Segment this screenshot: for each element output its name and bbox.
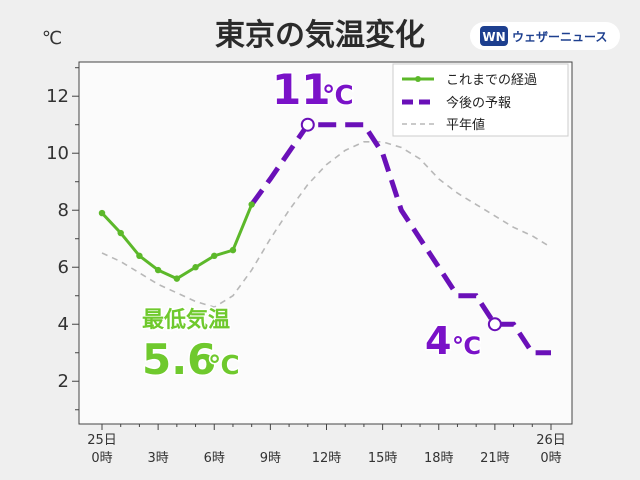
- end-unit: ℃: [452, 332, 481, 360]
- x-tick-label: 15時: [368, 451, 398, 466]
- brand-mark-icon: [480, 26, 508, 46]
- y-tick-label: 10: [46, 143, 69, 164]
- legend-marker-observed: [415, 76, 421, 82]
- x-tick-label: 9時: [260, 451, 281, 466]
- x-tick-label-day: 25日: [87, 433, 117, 448]
- x-tick-label: 6時: [204, 451, 225, 466]
- min-label: 最低気温: [142, 307, 230, 333]
- x-tick-label: 3時: [147, 451, 168, 466]
- min-unit: ℃: [208, 351, 239, 381]
- x-tick-label: 21時: [480, 451, 510, 466]
- series-line-forecast: [249, 122, 551, 356]
- observed-point: [98, 209, 106, 217]
- series-line-normal: [101, 141, 552, 309]
- observed-point: [192, 264, 199, 271]
- legend: これまでの経過 今後の予報 平年値: [392, 63, 569, 137]
- y-tick-label: 2: [58, 371, 69, 392]
- max-value: 11: [272, 65, 330, 114]
- max-unit: ℃: [322, 81, 353, 111]
- brand-name: ウェザーニュース: [512, 30, 607, 44]
- x-axis: 25日 0時 3時 6時 9時 12時 15時 18時 21時 26日 0時: [87, 424, 566, 466]
- y-axis: 2 4 6 8 10 12: [46, 67, 79, 411]
- y-tick-label: 6: [58, 257, 69, 278]
- y-unit-label: ℃: [42, 28, 62, 49]
- x-tick-label: 0時: [540, 451, 561, 466]
- legend-label-normal: 平年値: [446, 117, 485, 133]
- y-tick-label: 4: [58, 314, 69, 335]
- forecast-marker: [300, 117, 315, 132]
- min-value: 5.6: [142, 335, 216, 384]
- y-tick-label: 8: [58, 200, 69, 221]
- observed-point: [211, 252, 218, 260]
- forecast-marker: [487, 317, 502, 332]
- observed-point: [136, 252, 143, 260]
- brand-mark-text: WN: [482, 30, 505, 44]
- x-tick-label: 0時: [91, 451, 112, 466]
- observed-point: [154, 266, 162, 274]
- end-annotation: 4 ℃: [424, 318, 483, 365]
- brand-logo: WN ウェザーニュース: [470, 22, 620, 50]
- observed-point: [248, 201, 255, 208]
- observed-point: [229, 246, 237, 254]
- series-layer: [98, 117, 552, 356]
- min-annotation: 最低気温 5.6 ℃: [141, 306, 241, 386]
- end-value: 4: [425, 319, 451, 363]
- observed-point: [173, 275, 181, 282]
- legend-label-observed: これまでの経過: [446, 73, 537, 88]
- legend-label-forecast: 今後の予報: [446, 95, 511, 111]
- y-tick-label: 12: [46, 86, 69, 107]
- observed-point: [117, 229, 124, 237]
- x-tick-label: 18時: [424, 451, 454, 466]
- chart-title: 東京の気温変化: [215, 18, 425, 53]
- x-tick-label-day: 26日: [536, 433, 566, 448]
- x-tick-label: 12時: [312, 451, 342, 466]
- max-annotation: 11 ℃: [271, 64, 355, 116]
